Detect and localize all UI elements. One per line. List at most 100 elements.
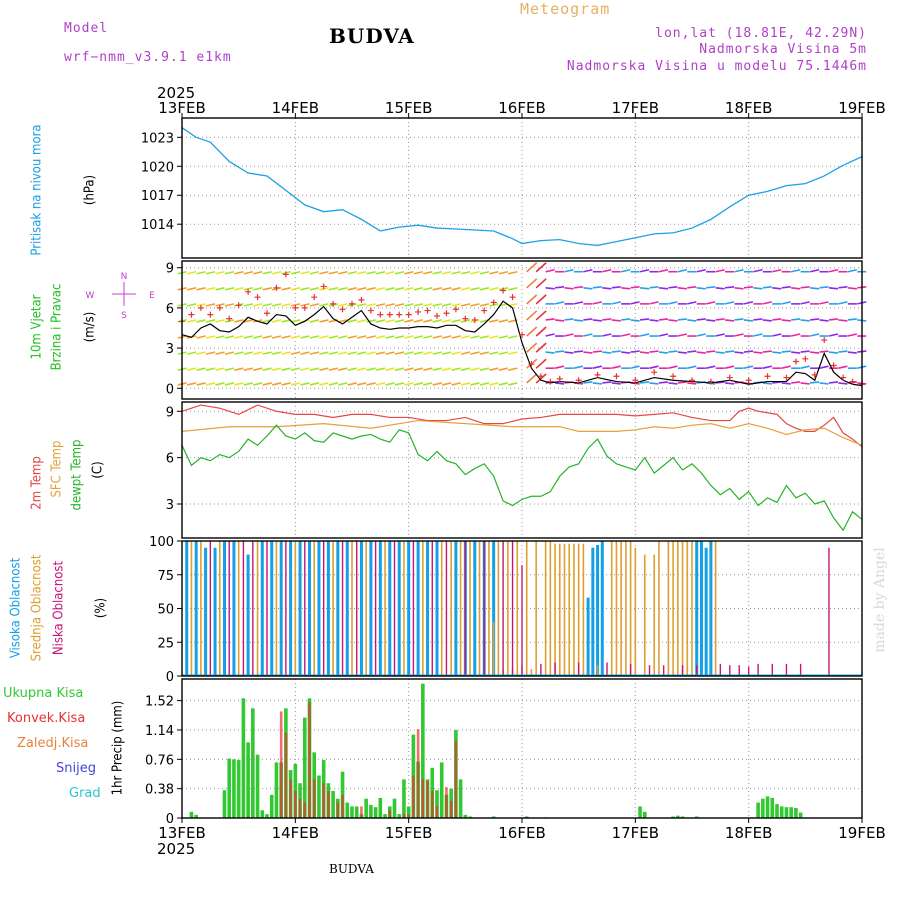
precip-total-bar (302, 717, 307, 818)
precip-total-bar (642, 811, 647, 818)
wind-barb (677, 318, 687, 321)
wind-barb (705, 301, 716, 305)
precip-total-bar (784, 807, 789, 818)
wind-barb (423, 351, 433, 355)
wind-barb (828, 318, 839, 321)
wind-barb (847, 333, 858, 337)
precip-conv-bar (426, 780, 429, 818)
wind-barb (696, 351, 706, 354)
wind-barb (687, 286, 697, 289)
wind-barb (356, 351, 367, 355)
wind-barb (715, 381, 725, 384)
wind-barb (602, 318, 612, 321)
gust-marker (358, 296, 365, 303)
cloud-mid-bar (686, 541, 689, 676)
wind-barb (319, 335, 329, 339)
wind-barb (838, 365, 848, 369)
precip-total-bar (524, 816, 529, 818)
cloud-mid-bar (554, 543, 556, 676)
wind-barb (319, 270, 329, 275)
wind-barb (262, 335, 272, 339)
wind-barb (658, 318, 669, 321)
wind-barb (394, 367, 405, 371)
wind-barb (451, 351, 461, 355)
wind-barb (545, 333, 555, 337)
wind-barb (479, 287, 490, 291)
precip-total-bar (779, 806, 784, 818)
gust-marker (367, 307, 374, 314)
wind-barb (668, 286, 678, 289)
cloud-high-bar (397, 541, 401, 676)
wind-barb (243, 303, 254, 307)
wind-barb (234, 382, 244, 386)
wind-barb (404, 319, 414, 323)
wind-barb (479, 351, 490, 355)
wind-barb (489, 270, 499, 275)
wind-barb (705, 365, 716, 369)
panel-frame-cloud (181, 540, 863, 677)
wind-barb (356, 270, 367, 275)
wind-barb (432, 303, 442, 307)
wind-barb (281, 335, 291, 339)
wind-barb (809, 318, 820, 321)
wind-barb (838, 319, 848, 322)
cloud-low-bar (356, 541, 358, 676)
gust-marker (849, 378, 856, 385)
precip-conv-bar (388, 810, 392, 818)
cloud-mid-bar (237, 541, 240, 676)
precip-total-bar (761, 798, 765, 818)
location-text: lon,lat (18.81E, 42.29N) (655, 26, 867, 41)
gust-marker (528, 361, 535, 368)
cloud-high-bar (454, 541, 458, 676)
wind-barb (319, 319, 329, 323)
wind-barb (441, 319, 452, 323)
wind-barb (706, 286, 716, 289)
wind-barb (545, 318, 555, 321)
wind-barb (413, 319, 424, 323)
precip-total-bar (406, 806, 411, 818)
wind-barb (526, 294, 538, 305)
cloud-low-bar (393, 541, 396, 676)
gust-marker (811, 371, 818, 378)
wind-barb (281, 287, 291, 291)
wind-barb (592, 350, 602, 353)
wind-barb (498, 351, 509, 355)
wind-barb (253, 270, 263, 275)
wind-barb (470, 382, 480, 386)
wind-barb (828, 381, 839, 384)
wind-barb (432, 270, 442, 275)
wind-barb (404, 303, 414, 307)
wind-barb (186, 367, 197, 371)
cloud-mid-bar (384, 541, 386, 676)
precip-conv-bar (289, 779, 292, 818)
cloud-mid-bar (677, 541, 679, 676)
wind-barb (243, 382, 254, 386)
cloud-low-bar (577, 662, 580, 676)
wind-barb (423, 382, 433, 386)
cloud-mid-bar (525, 541, 528, 676)
wind-barb (423, 287, 433, 291)
wind-barb (611, 365, 621, 369)
wind-barb (234, 319, 244, 323)
wind-barb (224, 335, 235, 339)
wind-barb (196, 367, 206, 371)
wind-barb (394, 335, 405, 339)
wind-barb (658, 287, 669, 290)
precip-conv-bar (430, 790, 434, 818)
precip-total-bar (331, 790, 335, 818)
wind-barb (366, 303, 376, 307)
cloud-high-bar (695, 541, 699, 676)
cloud-low-bar (266, 541, 268, 676)
wind-barb (791, 287, 801, 290)
wind-barb (205, 335, 216, 339)
wind-barb (592, 286, 602, 289)
cloud-mid-bar (596, 665, 599, 676)
gust-marker (462, 315, 469, 322)
precip-total-bar (676, 815, 680, 818)
wind-barb (630, 319, 640, 322)
wind-barb (724, 365, 735, 369)
wind-barb (470, 351, 480, 355)
gust-marker (556, 375, 563, 382)
wind-barb (281, 351, 291, 355)
wind-barb (186, 287, 197, 291)
